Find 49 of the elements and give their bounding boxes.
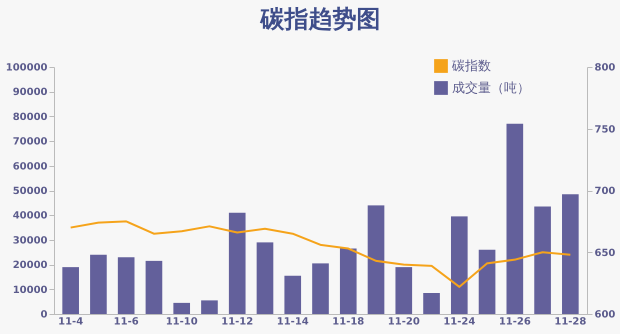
x-tick-label: 11-24	[443, 316, 476, 328]
y-tick-label: 40000	[12, 210, 48, 222]
y-tick-label: 100000	[6, 62, 48, 74]
bar	[118, 257, 135, 314]
y2-tick-label: 700	[594, 186, 616, 197]
bar	[450, 216, 468, 314]
y2-tick-label: 750	[594, 124, 616, 136]
legend-label: 成交量（吨）	[452, 80, 530, 96]
x-tick-label: 11-20	[388, 316, 420, 328]
x-tick-label: 11-4	[58, 316, 84, 328]
bar	[146, 260, 162, 314]
y-tick-label: 20000	[12, 260, 48, 272]
y-tick-label: 0	[40, 310, 48, 320]
bar	[228, 212, 246, 314]
bar	[423, 293, 440, 314]
bar	[534, 206, 551, 314]
bar	[312, 263, 329, 314]
bar	[173, 302, 190, 314]
bar	[201, 300, 218, 314]
bar	[368, 205, 384, 314]
x-tick-label: 11-28	[554, 316, 586, 328]
bar	[478, 250, 496, 314]
y-tick-label: 30000	[12, 235, 48, 246]
x-tick-label: 11-10	[166, 316, 198, 328]
chart-title: 碳指趋势图	[260, 5, 380, 33]
y-tick-label: 10000	[12, 284, 48, 296]
x-tick-label: 11-14	[276, 316, 309, 328]
bar	[90, 254, 107, 314]
y2-tick-label: 650	[594, 248, 616, 259]
y-tick-label: 90000	[12, 87, 48, 98]
y-tick-label: 80000	[12, 112, 48, 123]
legend-label: 碳指数	[451, 59, 491, 74]
bar	[395, 267, 412, 314]
y-tick-label: 50000	[12, 186, 48, 197]
y2-tick-label: 600	[594, 310, 616, 320]
y2-tick-label: 800	[594, 62, 616, 74]
y-tick-label: 60000	[12, 161, 48, 172]
y-tick-label: 70000	[12, 136, 48, 148]
bar	[562, 194, 579, 314]
x-tick-label: 11-12	[221, 316, 254, 328]
x-tick-label: 11-18	[332, 316, 364, 328]
bar	[284, 276, 302, 314]
bar	[340, 248, 357, 314]
bar	[506, 124, 524, 314]
x-tick-label: 11-26	[498, 316, 531, 328]
line-series	[70, 220, 572, 288]
bar	[256, 242, 274, 314]
bar	[62, 267, 79, 314]
x-tick-label: 11-6	[114, 316, 139, 328]
